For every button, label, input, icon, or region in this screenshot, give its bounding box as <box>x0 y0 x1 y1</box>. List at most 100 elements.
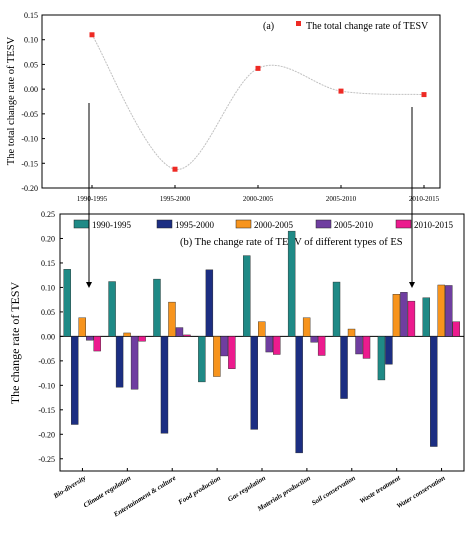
panel-b-bar <box>198 336 206 383</box>
panel-b-category-label: Bio-diversity <box>51 473 88 500</box>
panel-b-bar <box>400 292 408 337</box>
panel-b-bar <box>258 321 266 337</box>
panel-b-bar <box>220 336 229 357</box>
panel-a-data-point <box>89 32 95 38</box>
panel-b-bar <box>115 336 124 388</box>
panel-b-bar <box>160 336 169 434</box>
panel-b-category-label: Gas regulation <box>226 474 267 504</box>
panel-b-bar <box>332 281 341 337</box>
panel-a-xtick-label: 1995-2000 <box>160 195 191 203</box>
panel-b-bar <box>108 281 116 337</box>
panel-b-bar <box>175 327 184 337</box>
panel-b-ytick-label: -0.15 <box>38 406 55 415</box>
panel-b-legend-label: 2010-2015 <box>414 220 453 230</box>
panel-b-legend-swatch <box>315 219 332 229</box>
panel-a-series-curve <box>91 34 425 170</box>
panel-b-bar <box>452 321 461 337</box>
panel-b-ytick-label: -0.25 <box>38 455 55 464</box>
panel-b-bar <box>85 336 94 341</box>
panel-a-ytick-label: 0.00 <box>24 85 38 94</box>
panel-b-ytick-label: -0.05 <box>38 357 55 366</box>
panel-a-x-axis: 1990-1995 1995-2000 2000-2005 2005-2010 2010… <box>77 185 440 203</box>
panel-b-bar <box>302 317 311 337</box>
panel-a-data-point <box>338 88 344 94</box>
panel-b-legend-label: 1990-1995 <box>92 220 131 230</box>
panel-b-ytick-label: -0.10 <box>38 381 55 390</box>
panel-b-bar-chart: The change rate of TESV (b) The change r… <box>8 210 465 519</box>
panel-a-legend: (a) The total change rate of TESV <box>263 21 429 32</box>
panel-b-legend-swatch <box>73 219 90 229</box>
panel-b-category-label: Waste treatment <box>358 473 402 505</box>
panel-a-xtick-label: 2000-2005 <box>243 195 274 203</box>
panel-b-bar <box>377 336 386 381</box>
panel-a-xtick-label: 2010-2015 <box>409 195 440 203</box>
panel-a-y-axis: 0.15 0.10 0.05 0.00 -0.05 -0.10 -0.15 -0.20 <box>21 11 45 193</box>
panel-a-ytick-label: -0.15 <box>21 159 38 168</box>
panel-b-legend-swatch <box>156 219 173 229</box>
panel-b-ytick-label: 0.20 <box>41 234 55 243</box>
panel-b-category-label: Soil conservation <box>310 474 357 507</box>
panel-b-category-label: Food production <box>177 474 222 507</box>
panel-b-bar <box>295 336 303 454</box>
panel-b-bar <box>385 336 393 365</box>
panel-a-ytick-label: 0.10 <box>24 36 38 45</box>
panel-b-bar <box>347 328 356 337</box>
panel-b-bar <box>355 336 363 355</box>
panel-b-bar <box>78 317 86 337</box>
panel-a-frame <box>41 14 441 189</box>
panel-b-y-axis: 0.25 0.20 0.15 0.10 0.05 0.00 -0.05 -0.10 -0.15 -… <box>38 210 464 464</box>
panel-b-bar <box>228 336 236 369</box>
panel-b-bar <box>168 301 176 337</box>
panel-b-ytick-label: 0.25 <box>41 210 55 219</box>
panel-b-ytick-label: -0.20 <box>38 430 55 439</box>
panel-a-xtick-label: 1990-1995 <box>77 195 108 203</box>
panel-a-data-point <box>172 166 178 172</box>
panel-b-bar <box>243 255 251 337</box>
panel-a-ytick-label: -0.20 <box>21 184 38 193</box>
panel-a-legend-panel-label: (a) <box>263 21 274 32</box>
panel-a-data-point <box>421 92 427 98</box>
panel-b-bar <box>422 297 431 337</box>
panel-b-bar <box>445 285 453 337</box>
panel-b-bar <box>317 336 326 356</box>
panel-a-ytick-label: 0.05 <box>24 60 38 69</box>
panel-b-bar <box>153 278 161 337</box>
panel-a-legend-marker <box>296 21 301 26</box>
panel-a-ytick-label: -0.05 <box>21 110 38 119</box>
panel-b-bar <box>93 336 101 352</box>
panel-b-bar <box>123 332 131 337</box>
panel-b-bar <box>250 336 258 430</box>
panel-b-bar <box>430 336 438 447</box>
panel-b-bar <box>70 336 79 425</box>
panel-b-ytick-label: 0.15 <box>41 259 55 268</box>
panel-a-data-point <box>255 65 261 71</box>
panel-b-ytick-label: 0.05 <box>41 308 55 317</box>
panel-b-legend-label: 2000-2005 <box>254 220 293 230</box>
panel-b-legend-label: 1995-2000 <box>175 220 214 230</box>
panel-a-ytick-label: 0.15 <box>24 11 38 20</box>
panel-b-bar <box>362 336 371 359</box>
panel-a-ytick-label: -0.10 <box>21 135 38 144</box>
panel-b-ytick-label: 0.00 <box>41 332 55 341</box>
panel-a-line-chart: The total change rate of TESV (a) The to… <box>6 11 441 203</box>
panel-b-bar <box>273 336 281 355</box>
panel-b-legend-swatch <box>395 219 412 229</box>
panel-a-xtick-label: 2005-2010 <box>326 195 357 203</box>
panel-b-legend-label: 2005-2010 <box>334 220 373 230</box>
panel-b-legend-swatch <box>235 219 252 229</box>
panel-b-bar <box>63 269 71 337</box>
panel-b-bar <box>287 230 296 337</box>
panel-b-bar <box>205 269 214 337</box>
panel-a-ylabel: The total change rate of TESV <box>6 36 17 165</box>
panel-b-bar <box>130 336 139 390</box>
panel-b-category-label: Water conservation <box>395 474 447 510</box>
panel-b-ylabel: The change rate of TESV <box>8 281 22 404</box>
panel-b-bars <box>63 230 461 454</box>
panel-b-bar <box>407 300 416 337</box>
panel-b-bar <box>392 294 401 337</box>
panel-b-ytick-label: 0.10 <box>41 283 55 292</box>
panel-a-legend-label: The total change rate of TESV <box>306 21 429 32</box>
